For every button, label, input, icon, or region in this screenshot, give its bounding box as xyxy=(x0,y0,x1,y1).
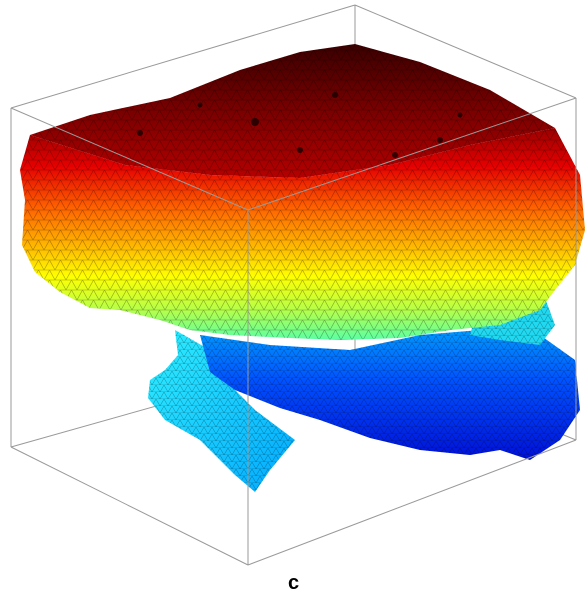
main-body-side xyxy=(20,128,585,340)
bounding-box-front xyxy=(10,97,577,566)
panel-label: c xyxy=(287,572,300,594)
cyan-lobe xyxy=(148,330,295,492)
main-body-top xyxy=(30,44,555,178)
